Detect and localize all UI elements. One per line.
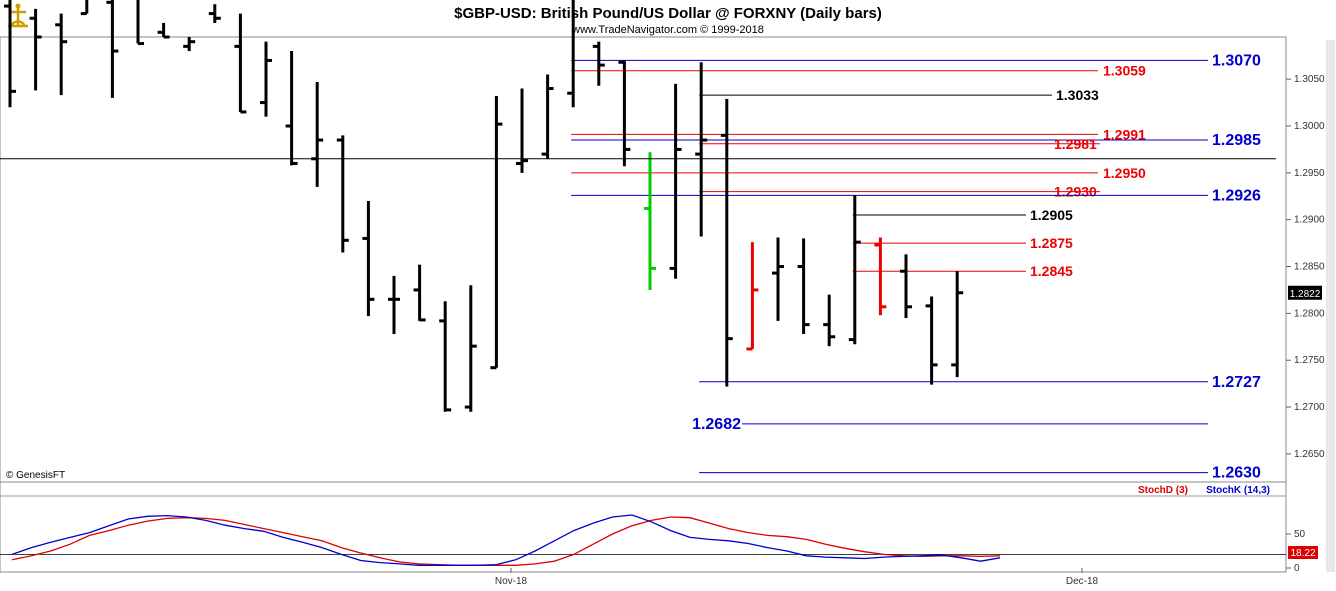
price-panel-frame — [0, 36, 1287, 483]
price-tick-label: 1.2750 — [1294, 355, 1325, 366]
level-label: 1.2926 — [1212, 187, 1261, 204]
stoch-last-label: 18.22 — [1290, 548, 1315, 559]
level-label: 1.2630 — [1212, 465, 1261, 482]
level-label: 1.2727 — [1212, 374, 1261, 391]
stoch-axis: 50 0 — [0, 529, 1306, 574]
ohlc-bar — [336, 135, 349, 253]
level-label: 1.2845 — [1030, 263, 1073, 279]
stoch-series-line-d — [11, 516, 1001, 566]
level-label: 1.3033 — [1056, 87, 1099, 103]
logo-icon — [2, 3, 34, 31]
stoch-series-line-k — [11, 514, 1001, 566]
x-tick-label: Nov-18 — [495, 576, 528, 587]
level-label: 1.2950 — [1103, 165, 1146, 181]
ohlc-bar — [80, 0, 89, 16]
vertical-scrollbar[interactable] — [1326, 40, 1335, 572]
ohlc-bar — [644, 152, 656, 290]
ohlc-bar — [746, 242, 759, 351]
ohlc-bar — [848, 195, 861, 345]
ohlc-bar — [157, 22, 170, 39]
level-label: 1.2981 — [1054, 136, 1097, 152]
level-label: 1.2905 — [1030, 207, 1073, 223]
price-tick-label: 1.2700 — [1294, 402, 1325, 413]
ohlc-bar — [311, 81, 324, 187]
level-label: 1.3070 — [1212, 52, 1261, 69]
ohlc-bar — [388, 275, 400, 334]
stoch-tick-label: 50 — [1294, 529, 1306, 540]
last-price-label: 1.2822 — [1290, 289, 1321, 300]
ohlc-bar — [516, 88, 528, 173]
level-label: 1.3059 — [1103, 63, 1146, 79]
ohlc-bar — [29, 8, 42, 91]
ohlc-bar — [951, 271, 964, 378]
ohlc-bar — [925, 296, 938, 385]
ohlc-bar — [439, 301, 452, 412]
level-label: 1.2682 — [692, 416, 741, 433]
ohlc-bar — [413, 264, 426, 322]
stoch-panel-frame — [0, 481, 1287, 573]
ohlc-bar — [490, 96, 503, 370]
ohlc-bar — [874, 237, 887, 316]
ohlc-bar — [541, 74, 554, 159]
price-tick-label: 1.2900 — [1294, 215, 1325, 226]
level-label: 1.2875 — [1030, 235, 1073, 251]
price-tick-label: 1.2650 — [1294, 449, 1325, 460]
chart-title: $GBP-USD: British Pound/US Dollar @ FORX… — [454, 5, 882, 22]
price-tick-label: 1.3050 — [1294, 74, 1325, 85]
stoch-tick-label: 0 — [1294, 563, 1300, 574]
stoch-last-marker: 18.22 — [1288, 546, 1318, 559]
ohlc-bar — [592, 41, 605, 86]
ohlc-bar — [136, 0, 144, 46]
ohlc-bar — [234, 13, 247, 114]
ohlc-bar — [567, 0, 575, 108]
level-label: 1.2985 — [1212, 132, 1261, 149]
legend-stochd: StochD (3) — [1138, 485, 1188, 496]
chart-subtitle: www.TradeNavigator.com © 1999-2018 — [571, 24, 764, 36]
level-label: 1.2991 — [1103, 126, 1146, 142]
price-tick-label: 1.2800 — [1294, 308, 1325, 319]
price-tick-label: 1.3000 — [1294, 121, 1325, 132]
price-axis: 1.3050 1.3000 1.2950 1.2900 1.2850 1.2800 1.27… — [1286, 74, 1325, 460]
ohlc-bar — [797, 238, 810, 334]
ohlc-bar — [464, 285, 477, 412]
x-tick-label: Dec-18 — [1066, 576, 1099, 587]
ohlc-bar — [4, 0, 16, 108]
ohlc-bar — [669, 83, 682, 279]
price-tick-label: 1.2950 — [1294, 168, 1325, 179]
credit-text: © GenesisFT — [6, 470, 65, 481]
x-axis: Nov-18 Dec-18 — [495, 568, 1099, 587]
ohlc-bar — [720, 98, 733, 387]
price-tick-label: 1.2850 — [1294, 262, 1325, 273]
ohlc-bar — [183, 37, 196, 52]
last-price-marker: 1.2822 — [1288, 285, 1322, 300]
ohlc-bar — [208, 4, 221, 23]
ohlc-bar — [55, 13, 68, 96]
level-label: 1.2930 — [1054, 184, 1097, 200]
ohlc-bar — [285, 51, 298, 166]
ohlc-bar — [695, 62, 708, 237]
ohlc-bar — [618, 60, 631, 167]
price-bars — [4, 0, 964, 412]
ohlc-bar — [106, 0, 119, 98]
legend-stochk: StochK (14,3) — [1206, 485, 1270, 496]
ohlc-bar — [900, 254, 912, 319]
stoch-lines — [11, 514, 1001, 566]
ohlc-bar — [362, 200, 375, 317]
ohlc-bar — [772, 237, 784, 321]
ohlc-bar — [260, 41, 272, 117]
ohlc-bar — [823, 294, 836, 347]
